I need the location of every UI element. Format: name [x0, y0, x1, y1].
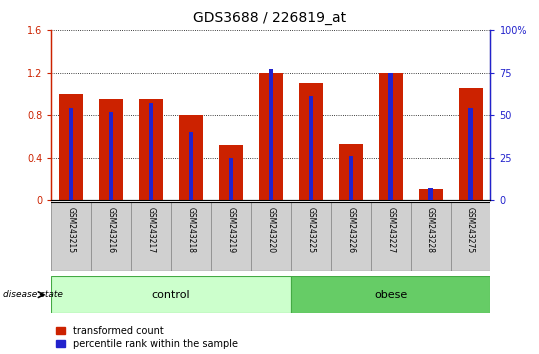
Text: control: control — [151, 290, 190, 300]
Bar — [189, 132, 193, 200]
Legend: transformed count, percentile rank within the sample: transformed count, percentile rank withi… — [56, 326, 238, 349]
Text: GSM243215: GSM243215 — [67, 207, 75, 253]
Bar — [259, 73, 283, 200]
Text: GSM243217: GSM243217 — [147, 207, 156, 253]
Bar — [419, 189, 443, 200]
Text: GSM243218: GSM243218 — [186, 207, 196, 253]
Bar — [338, 144, 363, 200]
Text: GSM243275: GSM243275 — [466, 207, 475, 253]
Text: GSM243216: GSM243216 — [107, 207, 115, 253]
Text: GSM243226: GSM243226 — [346, 207, 355, 253]
Bar — [331, 202, 371, 271]
Bar — [268, 69, 273, 200]
Text: GSM243227: GSM243227 — [386, 207, 395, 253]
Bar — [349, 156, 353, 200]
Bar — [51, 202, 91, 271]
Text: GDS3688 / 226819_at: GDS3688 / 226819_at — [193, 11, 346, 25]
Bar — [51, 276, 291, 313]
Bar — [229, 158, 233, 200]
Bar — [291, 202, 331, 271]
Bar — [149, 103, 153, 200]
Bar — [251, 202, 291, 271]
Text: GSM243220: GSM243220 — [266, 207, 275, 253]
Text: GSM243225: GSM243225 — [306, 207, 315, 253]
Bar — [429, 188, 433, 200]
Bar — [109, 112, 113, 200]
Bar — [459, 88, 482, 200]
Bar — [389, 73, 393, 200]
Bar — [411, 202, 451, 271]
Bar — [99, 99, 123, 200]
Bar — [468, 108, 473, 200]
Text: GSM243228: GSM243228 — [426, 207, 435, 253]
Bar — [371, 202, 411, 271]
Bar — [171, 202, 211, 271]
Bar — [139, 99, 163, 200]
Bar — [131, 202, 171, 271]
Bar — [59, 94, 83, 200]
Bar — [69, 108, 73, 200]
Bar — [379, 73, 403, 200]
Bar — [91, 202, 131, 271]
Text: obese: obese — [374, 290, 407, 300]
Text: GSM243219: GSM243219 — [226, 207, 236, 253]
Bar — [219, 145, 243, 200]
Text: disease state: disease state — [3, 290, 63, 299]
Bar — [299, 83, 323, 200]
Bar — [179, 115, 203, 200]
Bar — [451, 202, 490, 271]
Bar — [309, 96, 313, 200]
Bar — [291, 276, 490, 313]
Bar — [211, 202, 251, 271]
